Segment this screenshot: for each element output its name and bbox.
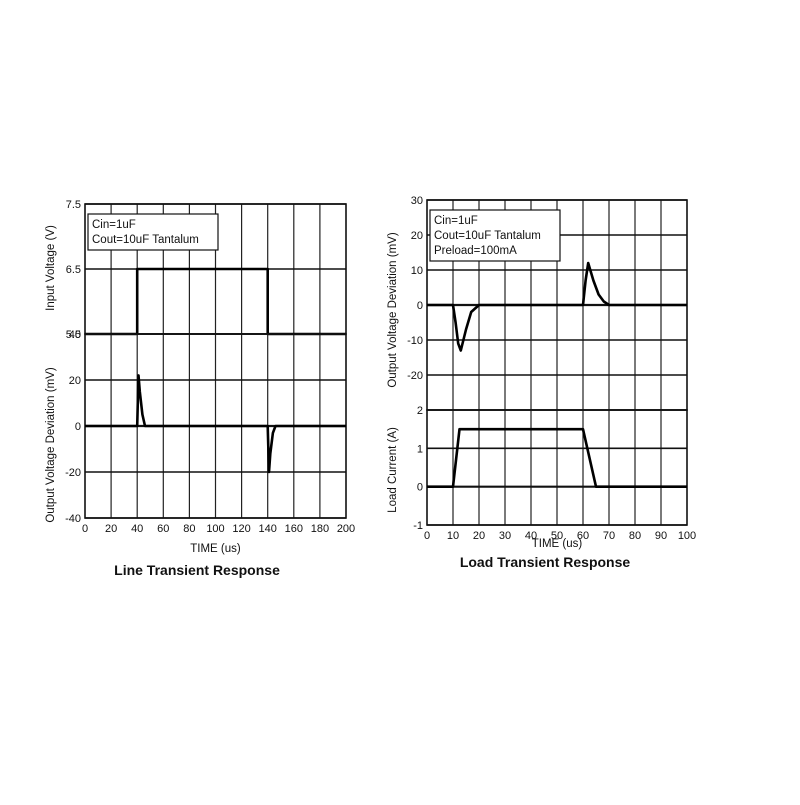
x-tick-label: 50 bbox=[551, 530, 563, 542]
x-tick-label: 70 bbox=[603, 530, 615, 542]
legend-entry: Preload=100mA bbox=[434, 245, 517, 257]
y-tick-label: -10 bbox=[407, 335, 423, 347]
y-tick-label: 6.5 bbox=[66, 264, 81, 276]
y-tick-label: -20 bbox=[407, 370, 423, 382]
y-tick-label: 5.5 bbox=[66, 329, 81, 341]
y-tick-label: 7.5 bbox=[66, 199, 81, 211]
y-axis-label: Output Voltage Deviation (mV) bbox=[387, 232, 399, 387]
panel-frame bbox=[426, 409, 688, 526]
y-tick-label: 20 bbox=[69, 375, 81, 387]
y-axis-label: Output Voltage Deviation (mV) bbox=[45, 367, 57, 522]
chart-1-panel-2 bbox=[84, 333, 347, 519]
x-tick-label: 180 bbox=[311, 523, 329, 535]
legend-box bbox=[87, 213, 219, 251]
y-axis-label: Load Current (A) bbox=[387, 427, 399, 513]
series-line bbox=[427, 261, 687, 352]
legend-box bbox=[429, 209, 561, 262]
y-tick-label: 20 bbox=[411, 230, 423, 242]
x-tick-label: 120 bbox=[232, 523, 250, 535]
chart-title: Load Transient Response bbox=[460, 554, 631, 570]
x-tick-label: 30 bbox=[499, 530, 511, 542]
legend-entry: Cin=1uF bbox=[434, 215, 478, 227]
x-tick-label: 20 bbox=[473, 530, 485, 542]
y-tick-label: 0 bbox=[417, 300, 423, 312]
x-tick-label: 160 bbox=[285, 523, 303, 535]
legend-entry: Cin=1uF bbox=[92, 219, 136, 231]
legend-entry: Cout=10uF Tantalum bbox=[92, 234, 199, 246]
series-line bbox=[85, 374, 346, 474]
y-tick-label: 0 bbox=[75, 421, 81, 433]
x-tick-label: 90 bbox=[655, 530, 667, 542]
y-tick-label: 1 bbox=[417, 443, 423, 455]
legend-entry: Cout=10uF Tantalum bbox=[434, 230, 541, 242]
x-tick-label: 200 bbox=[337, 523, 355, 535]
x-tick-label: 0 bbox=[82, 523, 88, 535]
x-tick-label: 20 bbox=[105, 523, 117, 535]
x-tick-label: 10 bbox=[447, 530, 459, 542]
x-tick-label: 40 bbox=[131, 523, 143, 535]
chart-title: Line Transient Response bbox=[114, 562, 280, 578]
y-tick-label: -40 bbox=[65, 513, 81, 525]
x-tick-label: 60 bbox=[157, 523, 169, 535]
y-tick-label: 10 bbox=[411, 265, 423, 277]
y-tick-label: -1 bbox=[413, 520, 423, 532]
chart-1 bbox=[84, 203, 347, 519]
x-tick-label: 0 bbox=[424, 530, 430, 542]
x-tick-label: 80 bbox=[183, 523, 195, 535]
x-axis-label: TIME (us) bbox=[190, 543, 241, 555]
chart-2-panel-2 bbox=[426, 409, 688, 526]
x-tick-label: 80 bbox=[629, 530, 641, 542]
y-tick-label: 2 bbox=[417, 405, 423, 417]
chart-2 bbox=[426, 199, 688, 526]
y-tick-label: 0 bbox=[417, 482, 423, 494]
x-tick-label: 60 bbox=[577, 530, 589, 542]
y-tick-label: 30 bbox=[411, 195, 423, 207]
y-axis-label: Input Voltage (V) bbox=[45, 225, 57, 311]
y-tick-label: 40 bbox=[69, 329, 81, 341]
x-axis-label: TIME (us) bbox=[532, 538, 583, 550]
chart-2-panel-1 bbox=[426, 199, 688, 411]
y-tick-label: -20 bbox=[65, 467, 81, 479]
x-tick-label: 100 bbox=[206, 523, 224, 535]
x-tick-label: 40 bbox=[525, 530, 537, 542]
series-line bbox=[427, 427, 687, 489]
x-tick-label: 100 bbox=[678, 530, 696, 542]
x-tick-label: 140 bbox=[259, 523, 277, 535]
